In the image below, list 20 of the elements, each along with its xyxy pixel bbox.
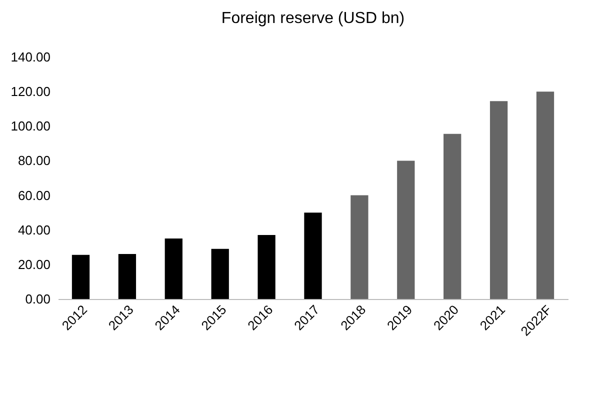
- y-tick-label: 20.00: [18, 256, 50, 272]
- bar: [304, 212, 322, 299]
- bar: [118, 254, 136, 299]
- bar: [164, 238, 182, 299]
- y-tick-label: 40.00: [18, 222, 50, 238]
- bar: [444, 134, 462, 299]
- y-tick-label: 100.00: [10, 118, 50, 134]
- bar: [72, 254, 90, 299]
- bar: [397, 160, 415, 299]
- y-tick-label: 0.00: [25, 292, 50, 306]
- bar: [211, 248, 229, 299]
- bar: [536, 92, 554, 299]
- y-tick-label: 140.00: [10, 50, 50, 64]
- bar: [490, 101, 508, 299]
- y-tick-label: 60.00: [18, 188, 50, 203]
- y-tick-label: 120.00: [10, 84, 50, 100]
- chart-title: Foreign reserve (USD bn): [221, 10, 405, 27]
- bar: [258, 235, 276, 299]
- y-tick-label: 80.00: [18, 153, 50, 168]
- bar: [350, 195, 368, 299]
